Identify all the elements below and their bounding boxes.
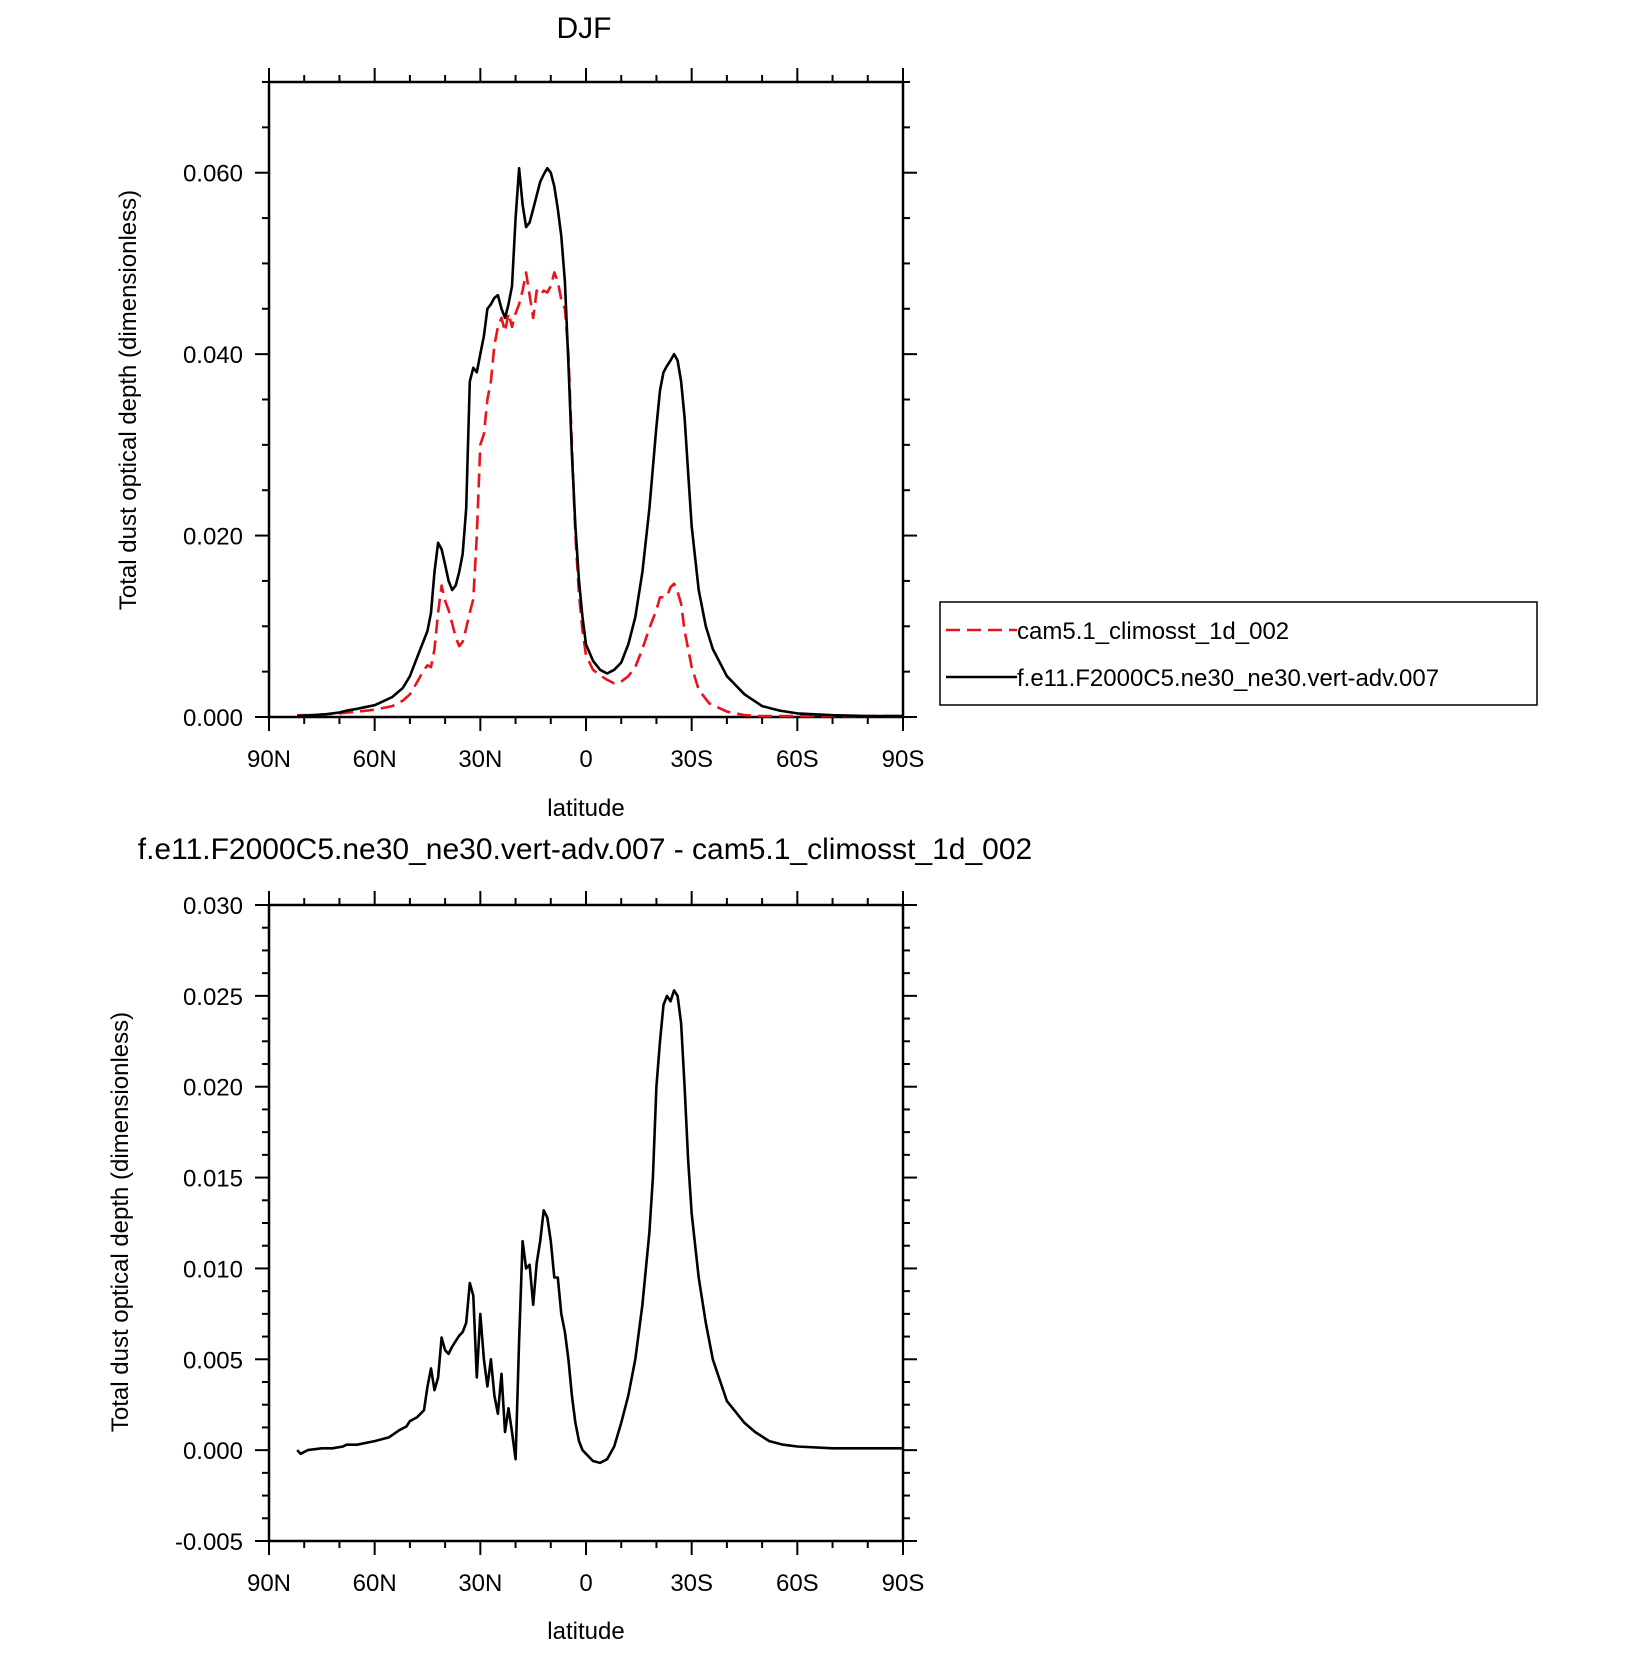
y-tick-label: -0.005: [175, 1529, 243, 1556]
y-tick-label: 0.030: [183, 893, 243, 920]
series-line: [296, 989, 903, 1465]
y-tick-label: 0.040: [183, 342, 243, 369]
y-tick-label: 0.010: [183, 1256, 243, 1283]
x-tick-label: 90N: [247, 1570, 291, 1597]
series-group: [297, 166, 903, 718]
y-tick-label: 0.025: [183, 984, 243, 1011]
y-axis-title: Total dust optical depth (dimensionless): [107, 1012, 134, 1432]
x-tick-label: 0: [579, 746, 592, 773]
legend-label-cam5: cam5.1_climosst_1d_002: [1017, 618, 1289, 645]
x-tick-label: 60S: [776, 1570, 819, 1597]
x-tick-label: 30N: [458, 746, 502, 773]
axis-ticks: [255, 891, 917, 1555]
x-tick-label: 60S: [776, 746, 819, 773]
legend: cam5.1_climosst_1d_002 f.e11.F2000C5.ne3…: [939, 601, 1538, 706]
x-tick-label: 60N: [353, 1570, 397, 1597]
x-tick-label: 0: [579, 1570, 592, 1597]
y-tick-label: 0.020: [183, 524, 243, 551]
x-tick-label: 90N: [247, 746, 291, 773]
y-tick-label: 0.060: [183, 161, 243, 188]
series-line: [297, 271, 903, 718]
x-tick-label: 90S: [882, 746, 925, 773]
x-tick-label: 30S: [670, 746, 713, 773]
y-tick-label: 0.020: [183, 1075, 243, 1102]
x-tick-label: 30S: [670, 1570, 713, 1597]
x-tick-label: 30N: [458, 1570, 502, 1597]
x-tick-label: 90S: [882, 1570, 925, 1597]
legend-label-fe11: f.e11.F2000C5.ne30_ne30.vert-adv.007: [1017, 665, 1439, 692]
chart-title: DJF: [557, 12, 612, 45]
legend-box: [939, 601, 1538, 706]
y-axis-title: Total dust optical depth (dimensionless): [115, 190, 142, 610]
y-tick-label: 0.000: [183, 1438, 243, 1465]
series-line: [297, 166, 903, 718]
chart-bottom: f.e11.F2000C5.ne30_ne30.vert-adv.007 - c…: [107, 833, 1032, 1645]
plot-frame: [267, 80, 905, 719]
series-group: [296, 989, 903, 1465]
x-axis-title: latitude: [547, 795, 624, 822]
x-axis-title: latitude: [547, 1618, 624, 1645]
plot-frame: [267, 903, 905, 1543]
tick-labels: 90N 60N 30N 0 30S 60S 90S -0.005 0.000 0.005 0.010…: [175, 893, 924, 1597]
x-tick-label: 60N: [353, 746, 397, 773]
axis-ticks: [255, 68, 917, 731]
y-tick-label: 0.005: [183, 1347, 243, 1374]
y-tick-label: 0.015: [183, 1166, 243, 1193]
chart-top: DJF 90N 60N 30N 0 30S 60S 90S 0.000 0.020 0.040 0.…: [115, 12, 1538, 822]
chart-title: f.e11.F2000C5.ne30_ne30.vert-adv.007 - c…: [138, 833, 1032, 866]
y-tick-label: 0.000: [183, 705, 243, 732]
tick-labels: 90N 60N 30N 0 30S 60S 90S 0.000 0.020 0.040 0.060: [183, 161, 924, 773]
